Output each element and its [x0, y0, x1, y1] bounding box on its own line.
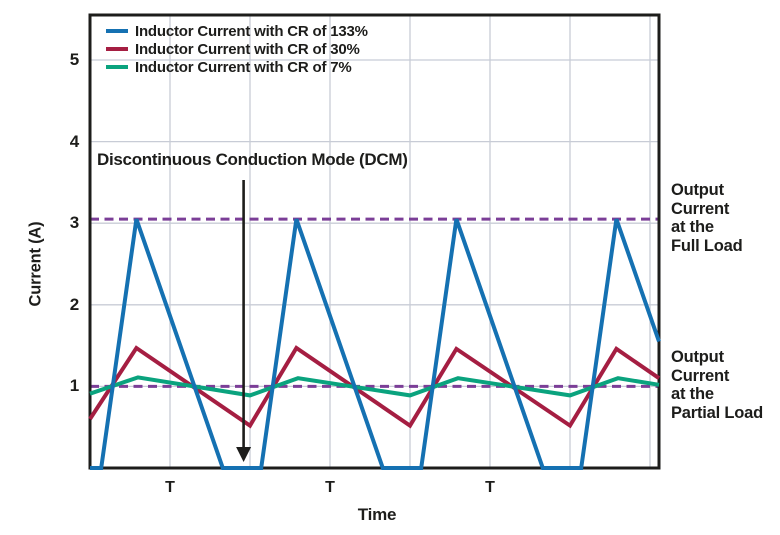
x-tick-label: T: [165, 479, 175, 496]
legend-item-2: Inductor Current with CR of 7%: [106, 58, 368, 76]
series-line-0: [90, 218, 661, 470]
series-line-2: [89, 375, 660, 398]
y-axis-title: Current (A): [26, 221, 45, 307]
plot-frame: [88, 13, 661, 470]
legend-swatch-icon: [106, 65, 128, 69]
legend-item-0: Inductor Current with CR of 133%: [106, 22, 368, 40]
y-tick-label: 2: [69, 294, 79, 314]
legend-swatch-icon: [106, 47, 128, 51]
legend-label: Inductor Current with CR of 133%: [135, 22, 368, 40]
x-tick-label: T: [485, 479, 495, 496]
dcm-annotation: Discontinuous Conduction Mode (DCM): [97, 150, 408, 169]
legend: Inductor Current with CR of 133% Inductor…: [106, 22, 368, 76]
legend-swatch-icon: [106, 29, 128, 33]
legend-label: Inductor Current with CR of 30%: [135, 40, 360, 58]
y-tick-label: 3: [69, 213, 79, 233]
full-load-label: Output Current at the Full Load: [671, 181, 743, 255]
x-axis-title: Time: [357, 505, 397, 524]
y-tick-label: 4: [69, 131, 79, 151]
x-tick-label: T: [325, 479, 335, 496]
dcm-arrow-head: [236, 447, 252, 462]
partial-load-label: Output Current at the Partial Load: [671, 348, 764, 422]
legend-label: Inductor Current with CR of 7%: [135, 58, 352, 76]
series-line-1: [88, 345, 661, 429]
legend-item-1: Inductor Current with CR of 30%: [106, 40, 368, 58]
y-tick-label: 5: [69, 50, 79, 69]
y-tick-label: 1: [69, 376, 79, 396]
